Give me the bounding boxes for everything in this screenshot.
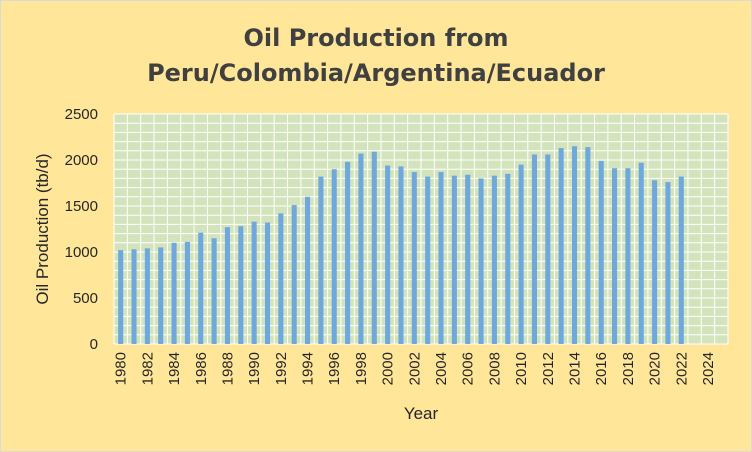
bar-2002 — [411, 171, 417, 344]
y-tick-label: 2000 — [65, 152, 98, 169]
bar-1988 — [224, 227, 230, 344]
bar-2022 — [678, 176, 684, 344]
bar-1985 — [184, 241, 190, 344]
y-tick-labels: 0 500 1000 1500 2000 2500 — [65, 106, 98, 353]
bar-2008 — [491, 175, 497, 344]
bar-2010 — [518, 164, 524, 344]
bar-2003 — [425, 176, 431, 344]
x-tick-label: 2006 — [460, 352, 477, 385]
bar-1997 — [345, 161, 351, 344]
bar-2019 — [638, 162, 644, 344]
x-tick-label: 2002 — [406, 352, 423, 385]
y-tick-label: 1000 — [65, 244, 98, 261]
bar-1999 — [371, 151, 377, 344]
chart-title-line-1: Oil Production from — [243, 24, 508, 52]
bars — [118, 146, 684, 344]
bar-2012 — [545, 154, 551, 344]
bar-1994 — [305, 196, 311, 344]
x-tick-label: 1986 — [193, 352, 210, 385]
chart-title-line-2: Peru/Colombia/Argentina/Ecuador — [147, 59, 605, 87]
x-tick-label: 1984 — [166, 352, 183, 385]
bar-1984 — [171, 242, 177, 344]
x-tick-label: 1988 — [219, 352, 236, 385]
bar-1989 — [238, 226, 244, 344]
bar-2000 — [385, 165, 391, 344]
bar-2015 — [585, 147, 591, 344]
x-tick-label: 2004 — [433, 352, 450, 385]
x-tick-label: 2000 — [380, 352, 397, 385]
x-tick-label: 2014 — [567, 352, 584, 385]
bar-1980 — [118, 250, 124, 344]
bar-1983 — [158, 247, 164, 344]
bar-2021 — [665, 182, 671, 344]
x-tick-labels: 1980 1982 1984 1986 1988 1990 1992 1994 1996 1998… — [113, 352, 717, 385]
x-tick-label: 2020 — [647, 352, 664, 385]
bar-1982 — [144, 248, 150, 344]
y-tick-label: 1500 — [65, 198, 98, 215]
x-tick-label: 1990 — [246, 352, 263, 385]
x-tick-label: 1982 — [139, 352, 156, 385]
x-tick-label: 1994 — [300, 352, 317, 385]
bar-2020 — [652, 180, 658, 344]
x-tick-label: 1980 — [113, 352, 130, 385]
x-tick-label: 2024 — [700, 352, 717, 385]
bar-2009 — [505, 173, 511, 344]
bar-1991 — [264, 222, 271, 344]
bar-2005 — [451, 175, 457, 344]
bar-1981 — [131, 249, 137, 344]
bar-1986 — [198, 232, 204, 344]
x-axis-label: Year — [404, 404, 439, 423]
x-tick-label: 2010 — [513, 352, 530, 385]
y-tick-label: 0 — [90, 336, 98, 353]
y-tick-label: 500 — [73, 290, 98, 307]
bar-2001 — [398, 166, 404, 344]
x-tick-label: 2008 — [486, 352, 503, 385]
bar-1993 — [291, 205, 297, 344]
x-tick-label: 2016 — [593, 352, 610, 385]
bar-1996 — [331, 169, 337, 344]
bar-2014 — [571, 146, 578, 344]
x-tick-label: 1996 — [326, 352, 343, 385]
y-tick-label: 2500 — [65, 106, 98, 123]
bar-2018 — [625, 168, 631, 344]
bar-2006 — [465, 174, 471, 344]
bar-2013 — [558, 148, 564, 344]
bar-2017 — [612, 168, 618, 344]
bar-1995 — [318, 176, 324, 344]
bar-2004 — [438, 171, 444, 344]
bar-1992 — [278, 213, 284, 344]
bar-1998 — [358, 153, 364, 344]
bar-2011 — [531, 154, 537, 344]
x-tick-label: 2012 — [540, 352, 557, 385]
y-axis-label: Oil Production (tb/d) — [33, 153, 52, 304]
bar-1990 — [251, 221, 257, 344]
x-tick-label: 2018 — [620, 352, 637, 385]
bar-2016 — [598, 160, 604, 344]
x-tick-label: 1992 — [273, 352, 290, 385]
bar-1987 — [211, 238, 217, 344]
x-tick-label: 2022 — [673, 352, 690, 385]
bar-2007 — [478, 178, 484, 344]
x-tick-label: 1998 — [353, 352, 370, 385]
